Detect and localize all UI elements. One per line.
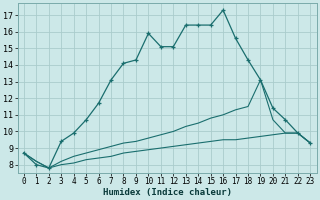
X-axis label: Humidex (Indice chaleur): Humidex (Indice chaleur) xyxy=(103,188,232,197)
